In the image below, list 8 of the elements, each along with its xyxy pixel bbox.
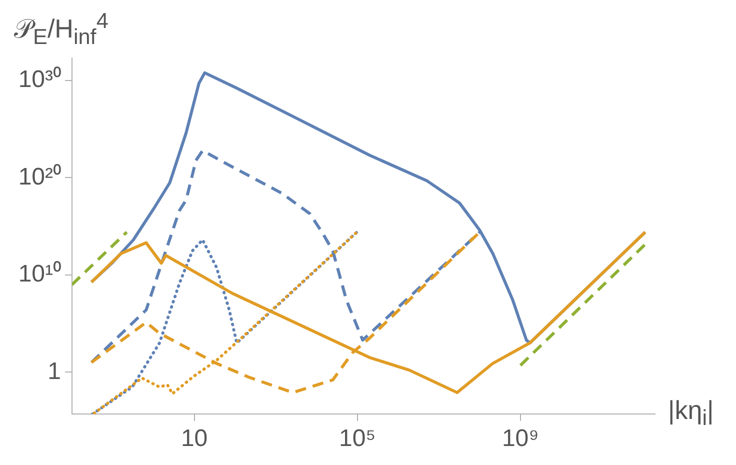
y-tick-label: 10³⁰ [18, 66, 61, 94]
x-axis-title: |kη$_{i}$| [668, 395, 714, 432]
x-tick-label: 10 [180, 425, 208, 452]
x-tick-label: 10⁹ [502, 425, 539, 452]
y-tick-label: 10²⁰ [18, 163, 61, 190]
y-tick-label: 10¹⁰ [18, 260, 61, 288]
x-tick-label: 10⁵ [339, 425, 376, 452]
y-tick-label: 1 [48, 358, 61, 385]
